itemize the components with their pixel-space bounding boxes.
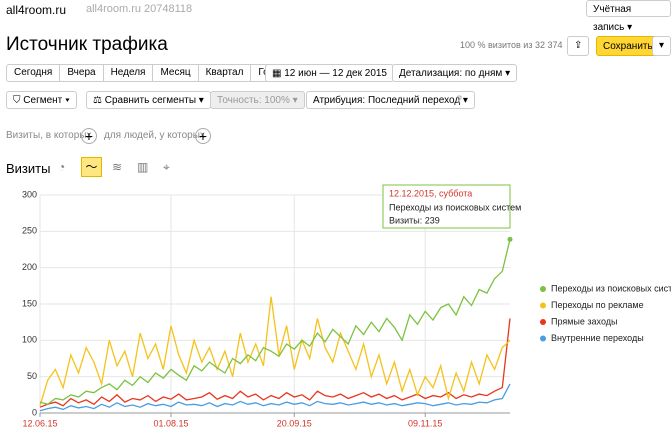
tooltip-box xyxy=(382,184,511,229)
segment: Сегмент xyxy=(23,95,63,106)
legend-marker xyxy=(540,319,546,325)
compare-button[interactable]: ⚖ Сравнить сегменты ▾ xyxy=(86,91,211,109)
save-button[interactable]: Сохранить xyxy=(596,36,660,56)
date-range: 12 июн — 12 дек 2015 xyxy=(284,68,387,79)
y-tick-label: 300 xyxy=(22,189,37,199)
period-group: СегодняВчераНеделяМесяцКварталГод xyxy=(6,64,283,82)
pie-icon[interactable]: ◔ xyxy=(58,160,66,174)
help-icon[interactable]: ? xyxy=(456,94,463,106)
legend-label: Внутренние переходы xyxy=(551,333,644,343)
tooltip-value: Визиты: 239 xyxy=(389,215,440,225)
detail: Детализация: по дням xyxy=(399,68,503,79)
x-tick-label: 01.08.15 xyxy=(153,418,188,428)
x-tick-label: 09.11.15 xyxy=(408,418,442,428)
y-tick-label: 150 xyxy=(22,298,37,308)
tooltip-date: 12.12.2015, суббота xyxy=(389,188,472,198)
chart-title: Визиты xyxy=(6,161,51,176)
account: Учётная запись xyxy=(593,4,632,33)
x-tick-label: 20.09.15 xyxy=(277,418,312,428)
period-button[interactable]: Неделя xyxy=(104,65,154,81)
segment-button[interactable]: ⛉ Сегмент ▾ xyxy=(6,91,77,109)
visits-who: Визиты, в которых xyxy=(6,130,92,141)
share-button[interactable]: ⇪ xyxy=(567,36,589,56)
hover-point xyxy=(507,236,513,242)
tooltip-series: Переходы из поисковых систем xyxy=(389,202,521,212)
y-tick-label: 50 xyxy=(27,371,37,381)
y-tick-label: 0 xyxy=(32,407,37,417)
series-line xyxy=(39,383,511,412)
site-alt: all4room.ru xyxy=(86,3,142,15)
y-tick-label: 250 xyxy=(22,226,37,236)
date-range-button[interactable]: ▦ 12 июн — 12 дек 2015 xyxy=(265,64,394,82)
accuracy-button: Точность: 100% ▾ xyxy=(210,91,305,109)
legend-label: Переходы по рекламе xyxy=(551,300,644,310)
attribution-button[interactable]: Атрибуция: Последний переход ▾ xyxy=(306,91,475,109)
series-line xyxy=(39,296,511,406)
series-line xyxy=(39,239,511,406)
map-icon[interactable]: ⌖ xyxy=(163,160,170,174)
period-button[interactable]: Квартал xyxy=(199,65,252,81)
more-button[interactable]: ▾ xyxy=(652,36,671,56)
legend-marker xyxy=(540,302,546,309)
chart: 0 50 100 150 200 250 300 12.06.15 01.08.15 20.09.… xyxy=(22,184,671,428)
period-button[interactable]: Вчера xyxy=(60,65,104,81)
attribution: Атрибуция: Последний переход xyxy=(313,95,461,106)
x-tick-label: 12.06.15 xyxy=(22,418,57,428)
add-people-condition[interactable]: + xyxy=(195,128,211,144)
bar-icon[interactable]: ▥ xyxy=(137,160,149,174)
site-name[interactable]: all4room.ru xyxy=(6,3,67,17)
visits-note: 100 % визитов из 32 374 xyxy=(460,40,563,50)
people-who: для людей, у которых xyxy=(104,130,205,141)
legend-label: Переходы из поисковых систем xyxy=(551,283,671,293)
page-title: Источник трафика xyxy=(6,34,168,55)
y-tick-label: 100 xyxy=(22,335,37,345)
line-chart-icon[interactable]: 〜 xyxy=(81,157,102,177)
detail-button[interactable]: Детализация: по дням ▾ xyxy=(392,64,518,82)
legend-marker xyxy=(540,335,546,342)
counter-id: 20748118 xyxy=(144,3,193,15)
period-button[interactable]: Месяц xyxy=(153,65,199,81)
legend-label: Прямые заходы xyxy=(551,316,617,326)
add-visit-condition[interactable]: + xyxy=(81,128,97,144)
period-button[interactable]: Сегодня xyxy=(7,65,61,81)
save-label: Сохранить xyxy=(603,41,653,52)
y-tick-label: 200 xyxy=(22,262,37,272)
area-icon[interactable]: ≋ xyxy=(112,160,123,174)
account-button[interactable]: Учётная запись ▾ xyxy=(586,0,671,33)
compare: Сравнить сегменты xyxy=(104,95,197,106)
series-line xyxy=(39,318,511,408)
accuracy: Точность: 100% xyxy=(217,95,290,106)
legend-marker xyxy=(540,286,546,292)
